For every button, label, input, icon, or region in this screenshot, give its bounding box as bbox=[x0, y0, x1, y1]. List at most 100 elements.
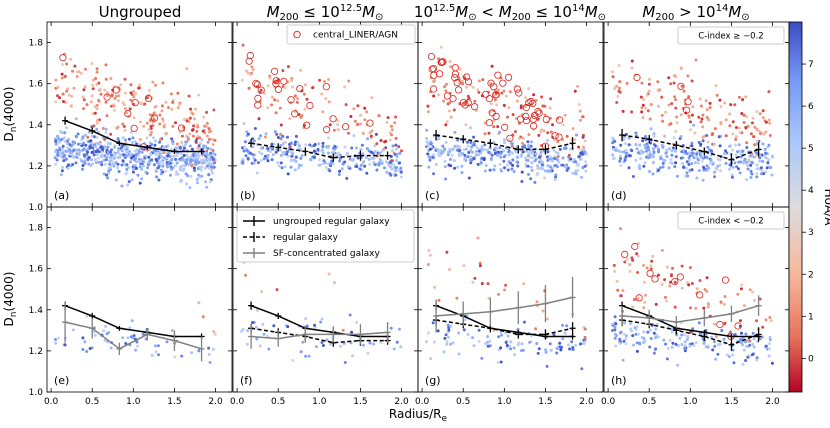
scatter-point bbox=[496, 150, 500, 154]
scatter-point bbox=[261, 322, 265, 326]
scatter-point bbox=[537, 347, 541, 351]
scatter-point bbox=[395, 155, 399, 159]
scatter-point bbox=[639, 157, 643, 161]
scatter-point bbox=[541, 104, 545, 108]
scatter-point bbox=[85, 350, 89, 353]
scatter-point bbox=[733, 103, 737, 107]
scatter-point bbox=[657, 148, 661, 152]
scatter-point bbox=[136, 344, 140, 348]
scatter-point bbox=[703, 288, 707, 291]
scatter-point bbox=[150, 130, 153, 134]
series-line bbox=[251, 331, 388, 340]
scatter-point bbox=[431, 155, 435, 159]
scatter-point bbox=[428, 158, 432, 162]
scatter-point bbox=[351, 354, 354, 358]
scatter-point bbox=[433, 285, 437, 289]
scatter-point bbox=[524, 156, 528, 160]
scatter-point bbox=[84, 143, 88, 147]
scatter-point bbox=[390, 124, 393, 128]
scatter-point bbox=[185, 153, 189, 157]
scatter-point bbox=[622, 135, 626, 139]
scatter-point bbox=[84, 67, 87, 71]
scatter-point bbox=[685, 152, 689, 156]
scatter-point bbox=[688, 169, 692, 173]
scatter-point bbox=[744, 95, 748, 99]
scatter-point bbox=[474, 151, 478, 155]
scatter-point bbox=[106, 176, 110, 180]
scatter-point bbox=[131, 136, 135, 140]
scatter-point bbox=[161, 162, 165, 166]
scatter-point bbox=[506, 334, 510, 338]
scatter-point bbox=[673, 280, 677, 284]
scatter-point bbox=[169, 92, 173, 96]
scatter-point bbox=[390, 149, 394, 152]
scatter-point bbox=[493, 98, 497, 102]
scatter-point bbox=[437, 298, 441, 302]
scatter-point bbox=[439, 45, 443, 49]
y-tick-label: 1.0 bbox=[29, 388, 44, 398]
scatter-point bbox=[207, 346, 211, 350]
scatter-point bbox=[724, 118, 728, 122]
scatter-point bbox=[69, 104, 73, 108]
y-axis-label-top: Dn(4000) bbox=[2, 87, 19, 142]
scatter-point bbox=[95, 107, 99, 111]
series-line bbox=[621, 304, 759, 338]
scatter-point bbox=[242, 122, 246, 125]
scatter-point bbox=[520, 349, 523, 353]
agn-marker bbox=[272, 77, 280, 85]
scatter-point bbox=[321, 110, 325, 114]
scatter-point bbox=[480, 148, 484, 152]
scatter-point bbox=[751, 331, 755, 335]
scatter-point bbox=[74, 161, 78, 165]
scatter-point bbox=[559, 348, 563, 352]
scatter-point bbox=[104, 63, 108, 67]
scatter-point bbox=[507, 153, 511, 157]
scatter-point bbox=[643, 300, 647, 304]
scatter-point bbox=[723, 295, 727, 298]
scatter-point bbox=[392, 347, 396, 351]
scatter-point bbox=[670, 149, 674, 153]
scatter-point bbox=[290, 154, 294, 158]
scatter-point bbox=[699, 154, 703, 158]
scatter-point bbox=[81, 135, 85, 139]
scatter-point bbox=[747, 160, 751, 164]
scatter-point bbox=[458, 145, 462, 149]
scatter-point bbox=[472, 344, 476, 348]
scatter-point bbox=[638, 143, 642, 147]
scatter-point bbox=[92, 124, 96, 128]
scatter-point bbox=[540, 167, 544, 171]
scatter-point bbox=[566, 166, 570, 170]
scatter-point bbox=[211, 149, 215, 153]
x-tick-label: 0.5 bbox=[642, 397, 656, 407]
scatter-point bbox=[654, 327, 658, 331]
scatter-point bbox=[722, 337, 726, 341]
scatter-point bbox=[530, 156, 534, 160]
agn-marker bbox=[517, 115, 525, 123]
scatter-point bbox=[368, 341, 372, 345]
scatter-point bbox=[376, 162, 379, 166]
scatter-point bbox=[733, 333, 737, 337]
scatter-point bbox=[129, 83, 133, 87]
scatter-point bbox=[503, 141, 506, 145]
scatter-point bbox=[719, 105, 723, 109]
scatter-point bbox=[711, 348, 715, 352]
scatter-point bbox=[345, 176, 349, 180]
scatter-point bbox=[444, 123, 448, 127]
scatter-point bbox=[484, 164, 488, 167]
scatter-point bbox=[395, 166, 398, 169]
agn-marker bbox=[435, 70, 444, 78]
scatter-point bbox=[270, 158, 274, 162]
scatter-point bbox=[469, 148, 473, 152]
scatter-point bbox=[54, 338, 57, 341]
scatter-point bbox=[392, 163, 396, 167]
scatter-point bbox=[477, 79, 481, 83]
scatter-point bbox=[289, 159, 293, 163]
scatter-point bbox=[142, 124, 146, 128]
scatter-point bbox=[580, 175, 584, 179]
scatter-point bbox=[119, 83, 123, 87]
x-tick-label: 1.5 bbox=[724, 397, 738, 407]
scatter-point bbox=[109, 153, 113, 157]
scatter-point bbox=[443, 165, 447, 169]
scatter-point bbox=[336, 128, 340, 132]
scatter-point bbox=[445, 120, 449, 124]
